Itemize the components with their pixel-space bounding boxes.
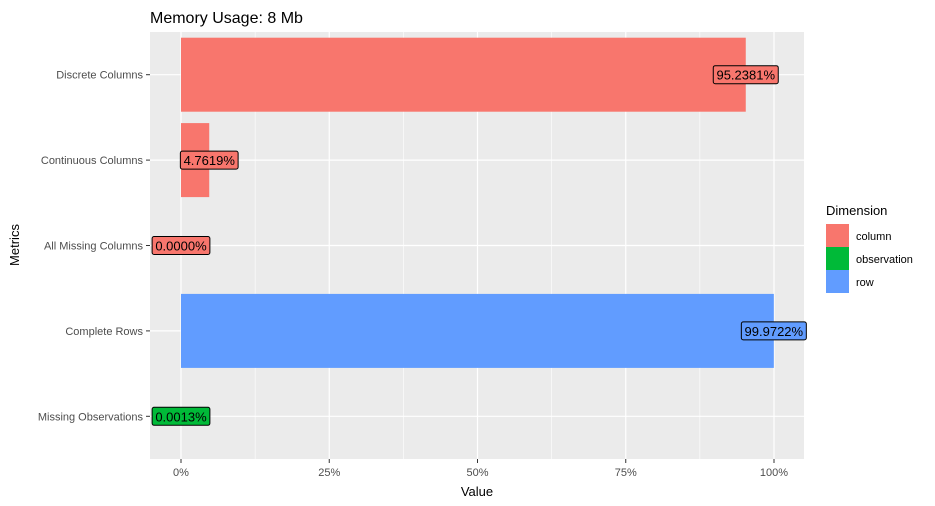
legend-swatch [826, 247, 849, 270]
data-label-text: 0.0013% [155, 409, 207, 424]
x-tick-label: 75% [615, 467, 637, 479]
y-axis-ticks: Discrete Columns Continuous Columns All Mi… [38, 70, 150, 423]
x-axis-title: Value [461, 484, 493, 499]
x-tick-label: 50% [466, 467, 488, 479]
legend-label: column [856, 231, 891, 243]
legend-item: row [826, 270, 874, 293]
data-label-box [179, 150, 239, 170]
legend-item: column [826, 224, 891, 247]
bars [181, 37, 774, 454]
legend-swatch [826, 224, 849, 247]
legend: Dimension column observation row [826, 203, 913, 293]
y-tick-label: Discrete Columns [56, 70, 143, 82]
data-label-text: 0.0000% [155, 239, 207, 254]
data-label-box [151, 236, 211, 255]
legend-item: observation [826, 247, 913, 270]
y-tick-label: Continuous Columns [41, 155, 144, 167]
data-label-text: 4.7619% [184, 153, 236, 168]
data-label-box [712, 65, 779, 85]
chart-title: Memory Usage: 8 Mb [150, 10, 303, 27]
data-label: 0.0013% [151, 406, 211, 426]
x-tick-label: 25% [318, 467, 340, 479]
data-label: 99.9722% [740, 321, 807, 341]
legend-title: Dimension [826, 203, 887, 218]
x-tick-label: 100% [760, 467, 788, 479]
bar [181, 293, 774, 368]
bar [181, 37, 746, 112]
data-label: 95.2381% [712, 65, 779, 85]
legend-label: row [856, 277, 874, 289]
data-label: 0.0000% [151, 236, 211, 255]
data-label-box [151, 406, 211, 426]
y-tick-label: Complete Rows [65, 326, 143, 338]
data-label-text: 99.9722% [745, 324, 804, 339]
x-axis-ticks: 0% 25% 50% 75% 100% [173, 459, 788, 479]
data-label-text: 95.2381% [716, 68, 775, 83]
y-tick-label: Missing Observations [38, 411, 144, 423]
data-label-box [740, 321, 807, 341]
legend-swatch [826, 270, 849, 293]
x-tick-label: 0% [173, 467, 189, 479]
data-label: 4.7619% [179, 150, 239, 170]
data-labels: 95.2381% 4.7619% 0.0000% 99.9722% 0.0013% [151, 65, 807, 426]
legend-label: observation [856, 254, 913, 266]
y-tick-label: All Missing Columns [44, 241, 144, 253]
y-axis-title: Metrics [7, 224, 22, 266]
